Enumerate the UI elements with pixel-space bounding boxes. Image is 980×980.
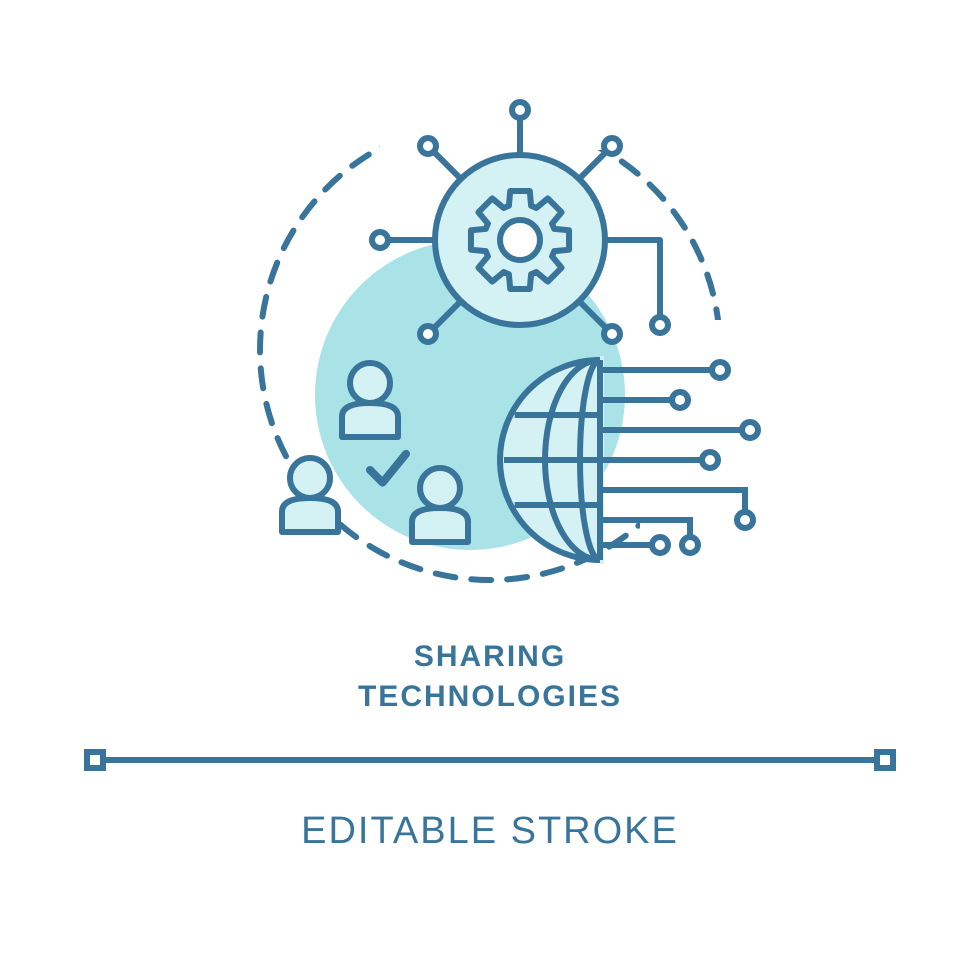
subtitle-text: EDITABLE STROKE (0, 810, 980, 853)
title-line-1: SHARING (0, 640, 980, 674)
title-line-2: TECHNOLOGIES (0, 680, 980, 714)
infographic-stage: SHARING TECHNOLOGIES EDITABLE STROKE (0, 0, 980, 980)
divider-rule (0, 740, 980, 780)
